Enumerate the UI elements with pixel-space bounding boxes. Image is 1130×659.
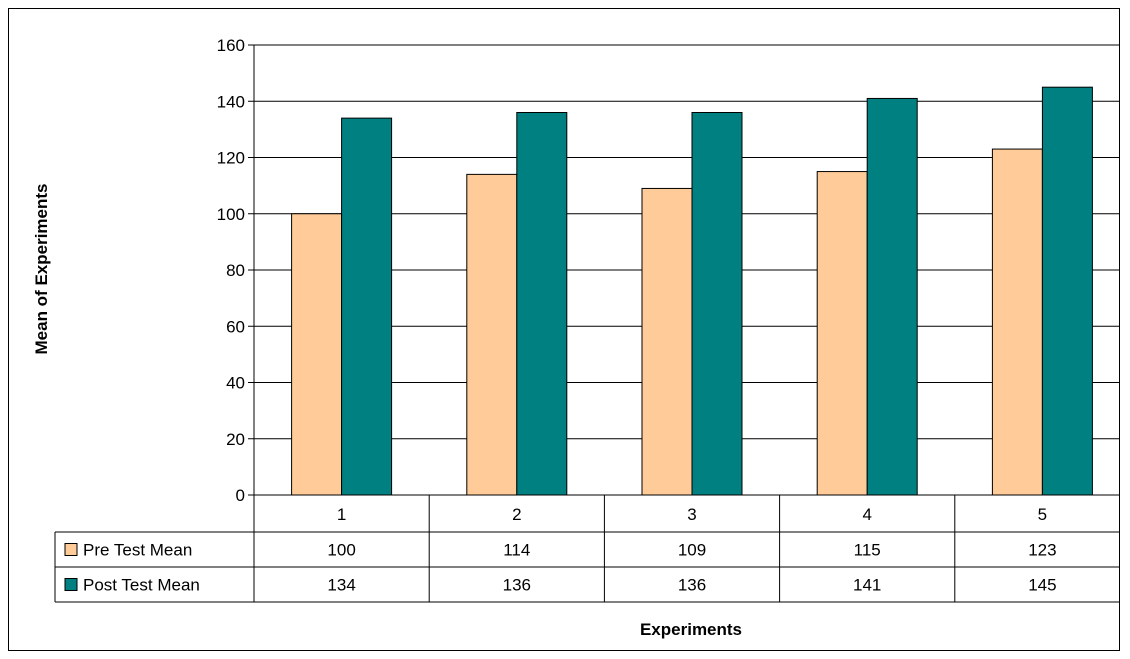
y-tick-label: 140 <box>217 92 245 111</box>
y-tick-label: 100 <box>217 205 245 224</box>
x-axis-title: Experiments <box>640 620 742 639</box>
y-tick-label: 160 <box>217 36 245 55</box>
table-cell: 136 <box>678 576 706 595</box>
legend-label: Pre Test Mean <box>83 541 192 560</box>
table-cell: 100 <box>327 541 355 560</box>
table-cell: 123 <box>1028 541 1056 560</box>
x-category-label: 5 <box>1038 505 1047 524</box>
pre-test-bar <box>991 148 1043 496</box>
y-tick-label: 0 <box>236 486 245 505</box>
pre-test-bar <box>641 187 693 496</box>
legend-swatch <box>64 543 78 556</box>
post-test-bar <box>866 97 918 496</box>
table-cell: 134 <box>327 576 355 595</box>
y-axis-title: Mean of Experiments <box>32 184 51 355</box>
pre-test-bar <box>466 173 518 496</box>
x-category-label: 1 <box>337 505 346 524</box>
table-cell: 114 <box>503 541 530 560</box>
x-category-label: 4 <box>862 505 871 524</box>
chart-frame: 0 20 40 60 80 100 120 140 160 1 2 3 4 5 Pre Test Mean… <box>8 8 1130 651</box>
y-tick-label: 80 <box>226 261 245 280</box>
table-cell: 141 <box>853 576 881 595</box>
post-test-bar <box>341 117 393 496</box>
table-cell: 109 <box>678 541 706 560</box>
y-tick-label: 20 <box>226 430 245 449</box>
post-test-bar <box>516 112 568 496</box>
pre-test-bar <box>816 171 868 496</box>
table-cell: 136 <box>503 576 531 595</box>
legend-label: Post Test Mean <box>83 576 200 595</box>
x-category-label: 2 <box>512 505 521 524</box>
table-cell: 145 <box>1028 576 1056 595</box>
bars <box>291 86 1093 496</box>
pre-test-bar <box>291 213 343 496</box>
post-test-bar <box>691 112 743 496</box>
y-tick-label: 40 <box>226 374 245 393</box>
y-tick-label: 120 <box>217 149 245 168</box>
post-test-bar <box>1041 86 1093 496</box>
x-category-label: 3 <box>687 505 696 524</box>
table-cell: 115 <box>854 541 881 560</box>
legend-swatch <box>64 578 78 591</box>
y-axis-ticks: 0 20 40 60 80 100 120 140 160 <box>217 36 255 505</box>
y-tick-label: 60 <box>226 317 245 336</box>
